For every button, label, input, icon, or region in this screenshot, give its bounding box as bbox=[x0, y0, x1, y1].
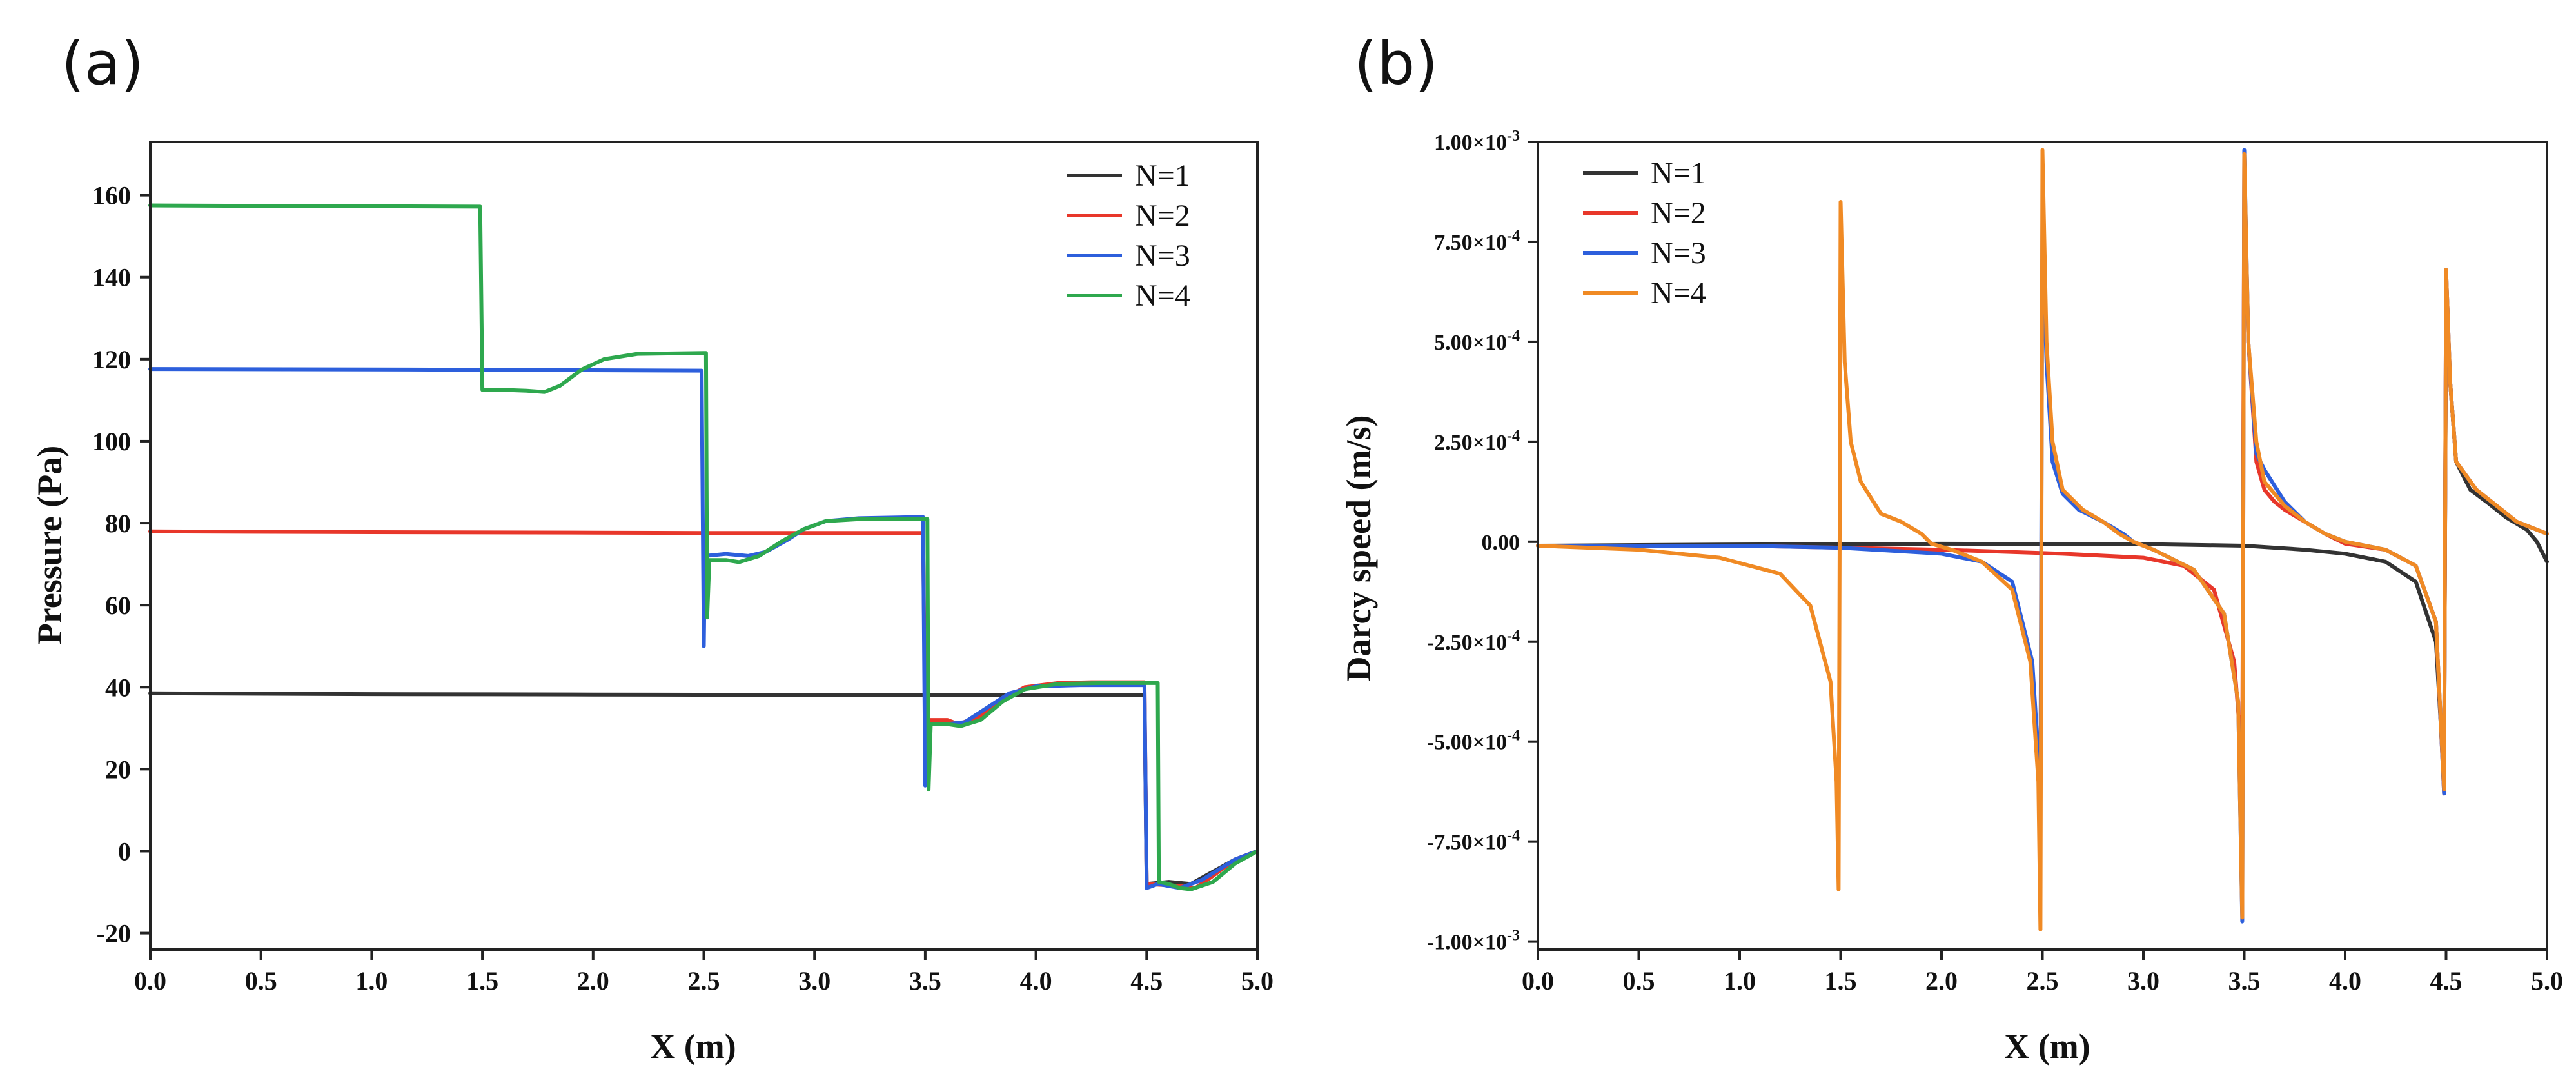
panel-a-x-tick-label: 2.0 bbox=[577, 966, 609, 995]
panel-b-x-tick-label: 3.5 bbox=[2228, 966, 2261, 995]
panel-b-series-line-4 bbox=[1536, 148, 2549, 931]
panel-a-label: (a) bbox=[61, 29, 144, 98]
panel-b-plot-area bbox=[1536, 148, 2549, 931]
panel-b-x-tick-label: 2.0 bbox=[1925, 966, 1958, 995]
panel-b-legend: N=1 N=2 N=3 N=4 bbox=[1583, 156, 1706, 310]
panel-b-y-tick-label: 7.50×10-4 bbox=[1434, 228, 1520, 255]
panel-a-legend: N=1 N=2 N=3 N=4 bbox=[1067, 159, 1190, 313]
panel-a-series-line-4 bbox=[148, 203, 1259, 891]
panel-b-y-tick-label: -2.50×10-4 bbox=[1427, 628, 1520, 655]
panel-a-x-tick-label: 4.5 bbox=[1130, 966, 1163, 995]
panel-b-x-tick-label: 2.5 bbox=[2027, 966, 2059, 995]
panel-b-x-tick-label: 4.0 bbox=[2329, 966, 2361, 995]
panel-a-y-tick-label: 140 bbox=[92, 263, 131, 292]
panel-b-x-axis-label: X (m) bbox=[2004, 1027, 2090, 1066]
panel-a-y-tick-label: 120 bbox=[92, 345, 131, 374]
panel-b-y-tick-label: -5.00×10-4 bbox=[1427, 728, 1520, 755]
panel-b-y-tick-label: 0.00 bbox=[1482, 531, 1520, 555]
panel-a-legend-label-2: N=2 bbox=[1135, 199, 1190, 233]
panel-a-x-tick-label: 4.0 bbox=[1020, 966, 1052, 995]
panel-b-legend-label-1: N=1 bbox=[1651, 156, 1706, 190]
panel-a-y-tick-label: 60 bbox=[105, 591, 131, 620]
panel-a-pressure-chart: (a) 0.0 0.5 1.0 1.5 2.0 2.5 3.0 3.5 4.0 4.5 5.0 -20… bbox=[30, 29, 1273, 1066]
panel-b-legend-label-4: N=4 bbox=[1651, 276, 1706, 310]
panel-a-legend-label-1: N=1 bbox=[1135, 159, 1190, 193]
panel-a-x-tick-label: 0.0 bbox=[134, 966, 166, 995]
panel-b-x-tick-label: 1.5 bbox=[1825, 966, 1857, 995]
panel-a-x-tick-label: 1.0 bbox=[355, 966, 388, 995]
panel-b-y-tick-label: -1.00×10-3 bbox=[1427, 928, 1520, 955]
panel-b-darcy-speed-chart: (b) 0.0 0.5 1.0 1.5 2.0 2.5 3.0 3.5 4.0 4.5 5.0 -1.… bbox=[1339, 29, 2563, 1066]
panel-a-y-tick-label: 0 bbox=[118, 837, 131, 866]
panel-b-legend-label-2: N=2 bbox=[1651, 196, 1706, 230]
panel-a-y-tick-label: 40 bbox=[105, 673, 131, 702]
panel-a-y-tick-label: 80 bbox=[105, 509, 131, 538]
panel-a-y-tick-label: -20 bbox=[97, 919, 131, 948]
panel-a-legend-label-3: N=3 bbox=[1135, 239, 1190, 273]
panel-a-x-tick-label: 3.0 bbox=[798, 966, 831, 995]
panel-a-x-tick-label: 2.5 bbox=[688, 966, 720, 995]
panel-b-x-tick-label: 4.5 bbox=[2430, 966, 2463, 995]
panel-a-y-tick-label: 160 bbox=[92, 181, 131, 210]
panel-b-legend-label-3: N=3 bbox=[1651, 236, 1706, 270]
panel-a-y-tick-label: 100 bbox=[92, 427, 131, 456]
panel-b-x-tick-label: 0.0 bbox=[1522, 966, 1554, 995]
panel-a-axes: 0.0 0.5 1.0 1.5 2.0 2.5 3.0 3.5 4.0 4.5 5.0 -20 0 20 4… bbox=[92, 141, 1273, 995]
panel-b-label: (b) bbox=[1354, 29, 1438, 98]
panel-b-x-tick-label: 0.5 bbox=[1623, 966, 1655, 995]
panel-b-y-tick-label: -7.50×10-4 bbox=[1427, 828, 1520, 855]
panel-a-legend-label-4: N=4 bbox=[1135, 279, 1190, 313]
panel-b-y-tick-label: 2.50×10-4 bbox=[1434, 428, 1520, 455]
panel-a-series-line-3 bbox=[148, 367, 1259, 890]
panel-b-y-tick-label: 1.00×10-3 bbox=[1434, 128, 1520, 155]
panel-b-x-tick-label: 3.0 bbox=[2127, 966, 2159, 995]
panel-a-y-tick-label: 20 bbox=[105, 755, 131, 784]
panel-a-x-tick-label: 1.5 bbox=[466, 966, 498, 995]
panel-a-x-tick-label: 5.0 bbox=[1241, 966, 1273, 995]
panel-a-x-tick-label: 3.5 bbox=[909, 966, 941, 995]
panel-b-axes: 0.0 0.5 1.0 1.5 2.0 2.5 3.0 3.5 4.0 4.5 5.0 -1.00×1… bbox=[1427, 128, 2563, 995]
panel-a-series-line-1 bbox=[148, 691, 1259, 886]
panel-a-x-axis-label: X (m) bbox=[650, 1027, 736, 1066]
panel-b-y-axis-label: Darcy speed (m/s) bbox=[1339, 415, 1378, 682]
panel-b-x-tick-label: 1.0 bbox=[1724, 966, 1756, 995]
panel-a-x-tick-label: 0.5 bbox=[245, 966, 277, 995]
panel-b-x-tick-label: 5.0 bbox=[2531, 966, 2563, 995]
panel-b-y-tick-label: 5.00×10-4 bbox=[1434, 328, 1520, 355]
panel-a-plot-area bbox=[148, 203, 1259, 891]
panel-a-y-axis-label: Pressure (Pa) bbox=[30, 446, 69, 644]
